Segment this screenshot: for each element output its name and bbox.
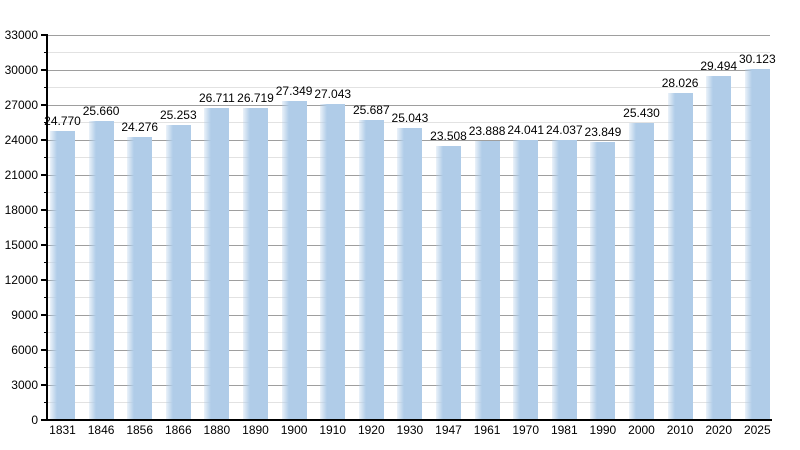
bar-value-label: 25.687: [352, 103, 390, 118]
bar-value-label: 25.660: [82, 103, 120, 118]
gridline-minor: [48, 52, 770, 53]
y-axis-tick-label: 15000: [4, 238, 38, 252]
bar-value-label: 25.253: [159, 108, 197, 123]
y-axis-major-tick: [41, 419, 48, 421]
x-axis-tick-label: 1910: [319, 423, 347, 437]
x-axis-tick-label: 1900: [280, 423, 308, 437]
y-axis-tick-label: 27000: [4, 98, 38, 112]
x-axis-tick-label: 1831: [49, 423, 76, 437]
bar: [513, 139, 539, 420]
bar: [320, 104, 346, 420]
x-axis-tick-label: 1947: [435, 423, 462, 437]
bar-value-label: 30.123: [738, 51, 776, 66]
y-axis-major-tick: [41, 104, 48, 106]
bar: [165, 125, 191, 420]
bar: [204, 108, 230, 420]
x-axis-tick-label: 1890: [242, 423, 269, 437]
y-axis-tick-label: 30000: [4, 63, 38, 77]
x-axis-tick-label: 2020: [705, 423, 733, 437]
y-axis-tick-label: 18000: [4, 203, 38, 217]
y-axis-major-tick: [41, 279, 48, 281]
bar-value-label: 26.719: [237, 91, 274, 106]
bar-value-label: 27.043: [314, 87, 352, 102]
y-axis-tick-label: 3000: [11, 378, 38, 392]
y-axis-major-tick: [41, 69, 48, 71]
y-axis-major-tick: [41, 139, 48, 141]
x-axis-tick-label: 1920: [357, 423, 385, 437]
bar: [629, 123, 654, 420]
x-axis-tick-label: 1880: [203, 423, 231, 437]
y-axis-tick-label: 6000: [11, 343, 38, 357]
y-axis-tick-label: 33000: [4, 28, 38, 42]
bar-value-label: 29.494: [700, 58, 738, 73]
bar: [551, 139, 577, 420]
y-axis: [46, 34, 48, 421]
bar-value-label: 25.430: [623, 106, 660, 121]
gridline-major: [48, 69, 770, 71]
x-axis-tick-label: 1930: [396, 423, 424, 437]
x-axis-tick-label: 1990: [589, 423, 617, 437]
bar: [397, 127, 423, 420]
y-axis-tick-label: 9000: [11, 308, 38, 322]
y-axis-major-tick: [41, 349, 48, 351]
bar-value-label: 23.508: [430, 128, 467, 143]
bar-value-label: 24.037: [545, 122, 583, 137]
bar: [474, 141, 500, 420]
bar-value-label: 23.888: [468, 124, 506, 139]
y-axis-tick-label: 12000: [4, 273, 38, 287]
y-axis-major-tick: [41, 174, 48, 176]
bar-value-label: 23.849: [584, 124, 622, 139]
x-axis: [46, 419, 772, 421]
bar: [667, 93, 693, 420]
bar-value-label: 26.711: [198, 91, 235, 106]
bar: [744, 68, 770, 420]
x-axis-tick-label: 2010: [666, 423, 694, 437]
bar: [590, 141, 616, 420]
y-axis-major-tick: [41, 209, 48, 211]
bar: [436, 145, 461, 420]
bar: [127, 136, 153, 420]
y-axis-tick-label: 0: [31, 413, 38, 427]
bar-value-label: 27.349: [275, 83, 313, 98]
bar: [88, 120, 114, 420]
bar-value-label: 24.276: [121, 119, 159, 134]
y-axis-major-tick: [41, 244, 48, 246]
bar-value-label: 25.043: [391, 110, 429, 125]
x-axis-tick-label: 1961: [473, 423, 501, 437]
bar: [50, 131, 75, 420]
y-axis-major-tick: [41, 314, 48, 316]
y-axis-major-tick: [41, 384, 48, 386]
gridline-major: [48, 34, 770, 36]
bar: [281, 100, 307, 420]
x-axis-tick-label: 2000: [628, 423, 655, 437]
x-axis-tick-label: 2025: [743, 423, 771, 437]
bar: [358, 120, 384, 420]
y-axis-major-tick: [41, 34, 48, 36]
x-axis-tick-label: 1981: [550, 423, 578, 437]
bar: [706, 75, 732, 420]
bar-value-label: 24.770: [44, 114, 81, 129]
x-axis-tick-label: 1856: [126, 423, 154, 437]
x-axis-tick-label: 1970: [512, 423, 540, 437]
gridline-major: [48, 104, 770, 106]
x-axis-tick-label: 1866: [164, 423, 192, 437]
x-axis-tick-label: 1846: [87, 423, 115, 437]
bar: [243, 108, 268, 420]
y-axis-tick-label: 21000: [4, 168, 38, 182]
y-axis-tick-label: 24000: [4, 133, 38, 147]
bar-value-label: 28.026: [661, 76, 699, 91]
bar-value-label: 24.041: [507, 122, 545, 137]
